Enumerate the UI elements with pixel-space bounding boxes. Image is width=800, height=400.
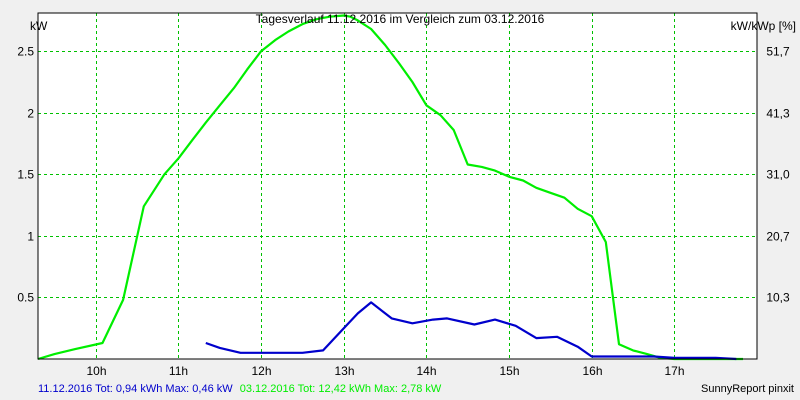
series-line-11.12.2016 xyxy=(205,301,737,361)
plot-background xyxy=(38,13,757,359)
y-left-tick-label-0.5: 0.5 xyxy=(17,291,34,305)
y-left-tick-label-1.5: 1.5 xyxy=(17,168,34,182)
footer-right-series-text: 03.12.2016 Tot: 12,42 kWh Max: 2,78 kW xyxy=(240,383,442,395)
footer-legend-11-12: 11.12.2016 Tot: 0,94 kWh Max: 0,46 kW 03… xyxy=(38,383,442,395)
x-tick-label-10h: 10h xyxy=(86,364,106,378)
y-axis-left-label: kW xyxy=(30,19,48,33)
grid-layer xyxy=(38,13,757,359)
y-axis-right-label: kW/kWp [%] xyxy=(731,19,796,33)
plot-frame xyxy=(37,12,758,360)
series-layer xyxy=(37,14,743,361)
y-left-tick-label-1: 1 xyxy=(27,230,34,244)
y-left-tick-label-2: 2 xyxy=(27,107,34,121)
y-right-tick-label-31,0: 31,0 xyxy=(766,168,790,182)
x-tick-label-11h: 11h xyxy=(169,364,188,378)
y-right-tick-label-10,3: 10,3 xyxy=(766,291,790,305)
x-tick-label-13h: 13h xyxy=(334,364,354,378)
y-right-tick-label-41,3: 41,3 xyxy=(766,107,790,121)
y-right-tick-label-51,7: 51,7 xyxy=(766,45,790,59)
chart-title: Tagesverlauf 11.12.2016 im Vergleich zum… xyxy=(256,12,545,26)
x-tick-label-16h: 16h xyxy=(582,364,602,378)
tick-label-layer: 10h 11h 12h 13h 14h 15h 16h 17h 0.5 1 1.5 2 2.5 10,3 2… xyxy=(17,45,790,379)
x-tick-label-15h: 15h xyxy=(499,364,519,378)
series-line-03.12.2016 xyxy=(37,14,743,361)
x-tick-label-14h: 14h xyxy=(416,364,436,378)
footer-credit: SunnyReport pinxit xyxy=(701,383,794,395)
x-tick-label-17h: 17h xyxy=(664,364,684,378)
y-right-tick-label-20,7: 20,7 xyxy=(766,230,790,244)
x-tick-label-12h: 12h xyxy=(251,364,271,378)
footer-left-series-text: 11.12.2016 Tot: 0,94 kWh Max: 0,46 kW xyxy=(38,383,233,395)
y-left-tick-label-2.5: 2.5 xyxy=(17,45,34,59)
